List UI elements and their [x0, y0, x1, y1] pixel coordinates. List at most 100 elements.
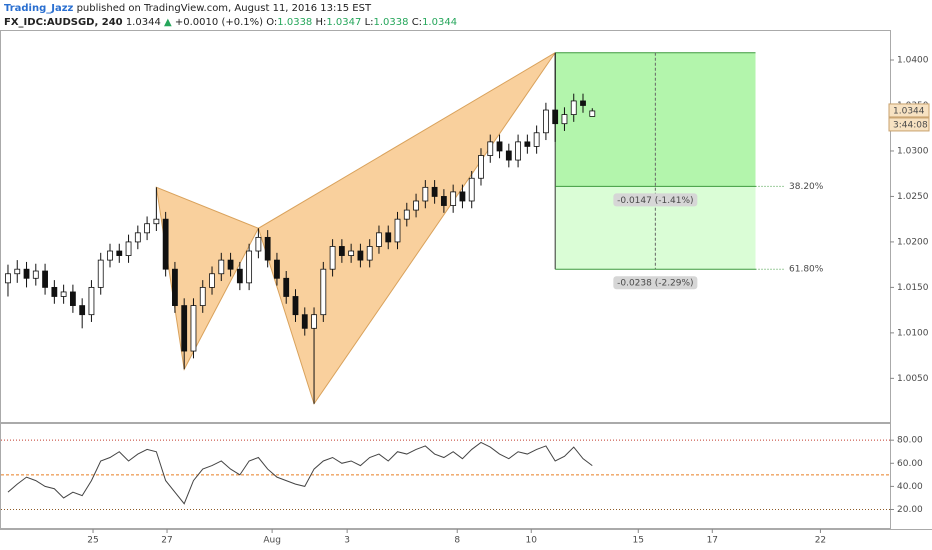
candle-body [51, 286, 58, 297]
last-price-label: 1.0344 [893, 106, 925, 116]
candle-body [376, 232, 382, 247]
pattern-triangle [155, 186, 260, 371]
candle-body [14, 268, 21, 275]
fib-change-label: -0.0238 (-2.29%) [617, 279, 693, 289]
candle-body [496, 141, 503, 152]
candle-body [23, 268, 30, 279]
candle-body [385, 232, 392, 243]
candle-body [589, 110, 596, 117]
last: 1.0344 [126, 17, 161, 28]
candle-body [301, 314, 308, 329]
candle-body [413, 200, 419, 211]
candle-body [5, 273, 11, 284]
candle-body [543, 109, 549, 134]
y-tick-label: 1.0200 [897, 237, 929, 247]
candle-body [60, 291, 67, 297]
rsi-pane [0, 423, 891, 529]
rsi-tick-label: 40.00 [897, 482, 923, 492]
candle-body [329, 246, 336, 270]
x-tick-label: 15 [633, 536, 644, 546]
candle-body [116, 250, 123, 256]
candle-body [505, 150, 512, 161]
candle-body [450, 191, 457, 206]
y-tick-label: 1.0150 [897, 283, 929, 293]
symbol: FX_IDC:AUDSGD, 240 [4, 17, 123, 28]
countdown-badge [888, 117, 930, 132]
rsi-tick-label: 60.00 [897, 459, 923, 469]
pattern-triangle [257, 52, 556, 405]
candle-body [552, 109, 559, 125]
candle-body [88, 286, 95, 316]
candle-body [440, 196, 447, 206]
candle-body [134, 232, 141, 243]
candle-body [292, 296, 299, 316]
header-line: Trading_Jazz published on TradingView.co… [4, 3, 372, 14]
candle-body [32, 270, 39, 279]
candle-body [422, 186, 429, 202]
candle-body [209, 273, 215, 288]
x-tick-label: Aug [263, 536, 281, 546]
rsi-tick-label: 80.00 [897, 436, 923, 446]
pattern-ac [184, 369, 314, 404]
y-tick-label: 1.0300 [897, 146, 929, 156]
candle-body [190, 305, 197, 352]
o-label: O: [266, 17, 277, 28]
candle-body [274, 259, 280, 279]
l-label: L: [365, 17, 374, 28]
candle-body [468, 177, 475, 202]
candle-body [580, 100, 586, 106]
candle-body [524, 141, 531, 147]
candle-body [394, 218, 401, 243]
symbol-line: FX_IDC:AUDSGD, 240 1.0344 ▲ +0.0010 (+0.… [4, 17, 457, 28]
c: 1.0344 [422, 17, 457, 28]
candle-body [283, 277, 290, 297]
candle-body [561, 114, 568, 125]
published: published on TradingView.com, August 11,… [77, 3, 372, 14]
candle-body [153, 218, 160, 225]
candle-body [79, 305, 86, 316]
candle-body [199, 286, 206, 306]
candle-body [403, 209, 410, 220]
candle-body [144, 223, 150, 234]
x-tick-label: 22 [815, 536, 826, 546]
change: +0.0010 (+0.1%) [175, 17, 263, 28]
candle-body [570, 100, 577, 115]
candle-body [366, 246, 373, 261]
candle-body [97, 259, 104, 288]
candle-body [533, 132, 540, 147]
l: 1.0338 [374, 17, 409, 28]
candle-body [338, 246, 345, 256]
candle-body [320, 268, 327, 316]
candle-body [246, 250, 253, 284]
fib-change-box [613, 276, 698, 290]
candle-body [515, 141, 521, 161]
candle-body [459, 191, 466, 202]
last-price-badge [888, 103, 930, 118]
fib-change-label: -0.0147 (-1.41%) [617, 196, 693, 206]
x-tick-label: 3 [344, 536, 350, 546]
candle-body [236, 268, 243, 284]
candle-body [478, 155, 484, 179]
h-label: H: [315, 17, 326, 28]
candle-body [107, 250, 113, 261]
rsi-tick-label: 20.00 [897, 505, 923, 515]
candle-body [218, 259, 225, 275]
candle-body [42, 270, 48, 288]
fib-level-label: 38.20% [789, 182, 824, 192]
x-tick-label: 17 [707, 536, 718, 546]
candle-body [227, 259, 234, 270]
fib-level-label: 61.80% [789, 265, 824, 275]
x-tick-label: 8 [454, 536, 460, 546]
y-tick-label: 1.0100 [897, 328, 929, 338]
candle-body [181, 305, 188, 352]
c-label: C: [412, 17, 422, 28]
candle-body [172, 268, 178, 306]
y-tick-label: 1.0400 [897, 56, 929, 66]
x-tick-label: 27 [161, 536, 172, 546]
y-tick-label: 1.0050 [897, 374, 929, 384]
author[interactable]: Trading_Jazz [4, 3, 74, 14]
countdown-label: 3:44:08 [893, 120, 928, 130]
candle-body [431, 186, 438, 197]
fib-change-box [613, 193, 698, 207]
